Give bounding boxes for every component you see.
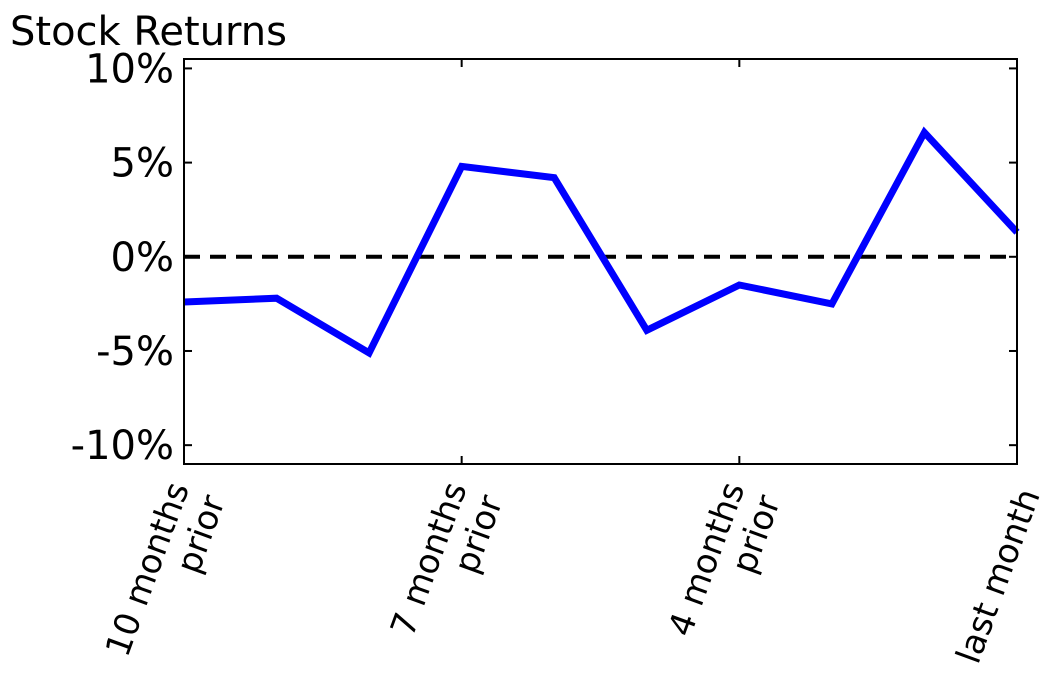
x-tick-label: last month [949, 484, 1049, 669]
x-tick-label: 4 monthsprior [661, 477, 789, 655]
y-tick-label: -5% [96, 329, 174, 375]
series-layer [183, 126, 1020, 358]
plot-frame [183, 58, 1018, 465]
chart-title: Stock Returns [10, 9, 287, 55]
x-tick-label: 7 monthsprior [383, 477, 511, 655]
series-line-0 [183, 126, 1020, 358]
x-axis: 10 monthsprior 7 monthsprior 4 monthsprior… [98, 59, 1049, 675]
y-tick-label: 5% [111, 141, 174, 187]
y-tick-label: -10% [71, 423, 174, 469]
y-tick-label: 10% [85, 46, 174, 92]
y-axis: 10% 5% 0% -5% -10% [71, 46, 1017, 469]
x-tick-label: 10 monthsprior [98, 477, 234, 675]
x-tick-label-line: last month [949, 484, 1049, 669]
y-tick-label: 0% [111, 235, 174, 281]
